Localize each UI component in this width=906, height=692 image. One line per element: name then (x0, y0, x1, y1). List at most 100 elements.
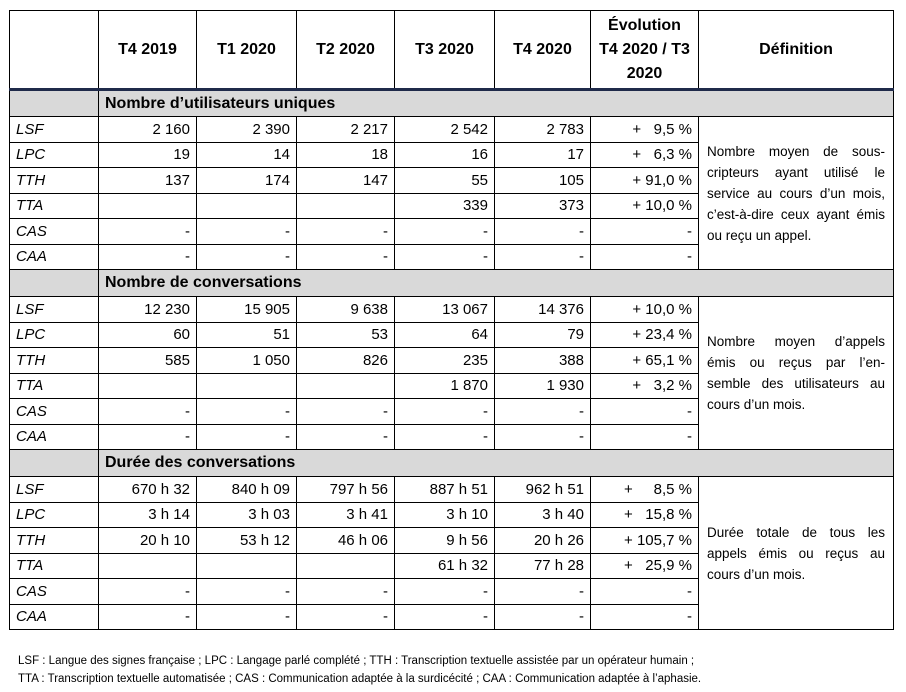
value-cell: 797 h 56 (296, 476, 395, 503)
row-label: TTH (9, 347, 99, 374)
row-label: TTA (9, 192, 99, 219)
definition-cell: Nombre moyen de sous-cripteurs ayant uti… (698, 116, 894, 270)
value-cell: 77 h 28 (494, 552, 591, 579)
row-label: TTA (9, 552, 99, 579)
value-cell (196, 552, 297, 579)
value-cell: 339 (394, 192, 495, 219)
value-cell: 1 930 (494, 372, 591, 399)
row-label: CAA (9, 423, 99, 450)
row-label: LPC (9, 141, 99, 168)
header-t2-2020: T2 2020 (296, 10, 395, 91)
evolution-cell: + 91,0 % (590, 167, 699, 194)
section-title: Nombre d’utilisateurs uniques (98, 89, 894, 117)
row-label: LSF (9, 476, 99, 503)
header-t4-2019: T4 2019 (98, 10, 197, 91)
table-row: LSF 2 160 2 390 2 217 2 542 2 783 + 9,5 % Nombr… (9, 116, 894, 270)
value-cell: 670 h 32 (98, 476, 197, 503)
row-label: CAS (9, 218, 99, 245)
value-cell: 2 390 (196, 116, 297, 143)
section-header-row: Nombre d’utilisateurs uniques (9, 89, 894, 117)
table-row: TTA 1 870 1 930 + 3,2 % (9, 372, 894, 399)
value-cell: - (98, 603, 197, 630)
value-cell (98, 192, 197, 219)
section-empty-cell (9, 269, 99, 297)
row-label: LPC (9, 321, 99, 348)
value-cell: - (494, 243, 591, 270)
value-cell: - (394, 243, 495, 270)
value-cell: - (394, 218, 495, 245)
value-cell: 3 h 14 (98, 501, 197, 528)
value-cell: - (296, 218, 395, 245)
value-cell: 840 h 09 (196, 476, 297, 503)
value-cell: - (494, 218, 591, 245)
value-cell: 64 (394, 321, 495, 348)
value-cell: 147 (296, 167, 395, 194)
definition-cell: Nombre moyen d’appels émis ou reçus par … (698, 296, 894, 450)
value-cell: 18 (296, 141, 395, 168)
value-cell: - (296, 243, 395, 270)
header-empty (9, 10, 99, 91)
value-cell: 55 (394, 167, 495, 194)
row-label: LSF (9, 116, 99, 143)
value-cell (296, 552, 395, 579)
footnote-line-2: TTA : Transcription textuelle automatisé… (18, 673, 702, 685)
table-row: LSF 670 h 32 840 h 09 797 h 56 887 h 51 962 h… (9, 476, 894, 630)
value-cell: 3 h 03 (196, 501, 297, 528)
evolution-cell: + 8,5 % (590, 476, 699, 503)
value-cell: - (394, 398, 495, 425)
value-cell: - (98, 578, 197, 605)
evolution-cell: + 6,3 % (590, 141, 699, 168)
evolution-cell: - (590, 243, 699, 270)
value-cell: 20 h 10 (98, 527, 197, 554)
value-cell (98, 552, 197, 579)
header-evolution: Évolution T4 2020 / T3 2020 (590, 10, 699, 91)
row-label: TTH (9, 167, 99, 194)
value-cell: 9 h 56 (394, 527, 495, 554)
value-cell: - (296, 423, 395, 450)
header-t3-2020: T3 2020 (394, 10, 495, 91)
value-cell: - (196, 398, 297, 425)
value-cell: - (296, 398, 395, 425)
value-cell: 16 (394, 141, 495, 168)
header-definition: Définition (698, 10, 894, 91)
value-cell: 105 (494, 167, 591, 194)
footnote-line-1: LSF : Langue des signes française ; LPC … (18, 655, 695, 667)
value-cell: 53 h 12 (196, 527, 297, 554)
value-cell: - (98, 243, 197, 270)
value-cell: 137 (98, 167, 197, 194)
evolution-cell: - (590, 603, 699, 630)
value-cell: 887 h 51 (394, 476, 495, 503)
evolution-cell: + 65,1 % (590, 347, 699, 374)
table-row: LSF 12 230 15 905 9 638 13 067 14 376 + 10,0 %… (9, 296, 894, 450)
evolution-cell: + 25,9 % (590, 552, 699, 579)
value-cell: - (196, 603, 297, 630)
table-row: CAS - - - - - - (9, 398, 894, 425)
evolution-cell: - (590, 423, 699, 450)
value-cell: 79 (494, 321, 591, 348)
value-cell: 46 h 06 (296, 527, 395, 554)
value-cell: 585 (98, 347, 197, 374)
value-cell (196, 192, 297, 219)
value-cell (98, 372, 197, 399)
value-cell (196, 372, 297, 399)
value-cell: 962 h 51 (494, 476, 591, 503)
evolution-cell: + 3,2 % (590, 372, 699, 399)
section-header-row: Durée des conversations (9, 449, 894, 477)
value-cell: 1 050 (196, 347, 297, 374)
evolution-cell: - (590, 218, 699, 245)
section-title: Durée des conversations (98, 449, 894, 477)
value-cell: 17 (494, 141, 591, 168)
evolution-cell: + 10,0 % (590, 192, 699, 219)
value-cell: 14 (196, 141, 297, 168)
evolution-cell: - (590, 398, 699, 425)
table-row: LPC 60 51 53 64 79 + 23,4 % (9, 321, 894, 348)
row-label: TTA (9, 372, 99, 399)
row-label: CAA (9, 243, 99, 270)
section-empty-cell (9, 89, 99, 117)
value-cell: 3 h 40 (494, 501, 591, 528)
value-cell: 53 (296, 321, 395, 348)
value-cell: - (98, 398, 197, 425)
value-cell: 3 h 41 (296, 501, 395, 528)
value-cell: - (98, 218, 197, 245)
value-cell: 2 217 (296, 116, 395, 143)
